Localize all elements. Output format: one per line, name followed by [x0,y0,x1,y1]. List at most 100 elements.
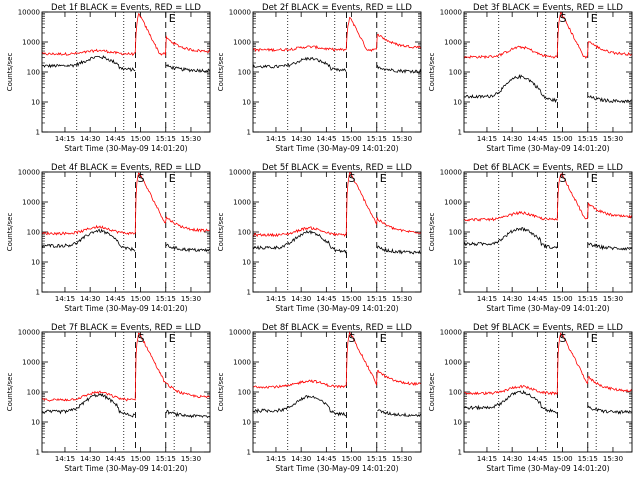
start-marker-label: S [138,332,145,345]
series-events [463,73,633,104]
y-tick-label: 100 [27,389,40,397]
x-axis-label: Start Time (30-May-09 14:01:20) [486,464,609,473]
y-tick-label: 1000 [233,359,251,367]
y-tick-label: 1 [458,129,462,137]
plot-frame [463,11,633,133]
y-tick-label: 1000 [22,359,40,367]
x-tick-label: 14:45 [527,135,547,143]
start-marker-label: S [560,12,567,25]
y-tick-label: 1 [247,449,251,457]
x-tick-label: 15:15 [578,135,598,143]
panel-det-2: Det 2f BLACK = Events, RED = LLD Counts/s… [217,3,422,153]
x-tick-label: 15:30 [603,295,623,303]
x-tick-label: 14:45 [105,135,125,143]
x-tick-label: 15:00 [341,295,361,303]
x-tick-label: 15:30 [181,135,201,143]
panel-det-1: Det 1f BLACK = Events, RED = LLD Counts/s… [6,3,211,153]
x-tick-label: 14:45 [316,295,336,303]
y-tick-label: 100 [449,69,462,77]
x-tick-label: 14:30 [80,455,100,463]
plot-frame [252,11,422,133]
end-marker-label: E [591,172,598,185]
y-tick-label: 10 [242,99,251,107]
x-axis-label: Start Time (30-May-09 14:01:20) [275,464,398,473]
y-tick-label: 10 [31,99,40,107]
x-tick-label: 15:15 [156,455,176,463]
y-tick-label: 10000 [18,169,40,177]
y-axis-label: Counts/sec [428,373,436,412]
y-axis-label: Counts/sec [6,53,14,92]
x-tick-label: 15:00 [552,455,572,463]
x-tick-label: 14:15 [55,455,75,463]
x-tick-label: 14:30 [80,135,100,143]
y-tick-label: 1000 [233,199,251,207]
y-tick-label: 1 [458,449,462,457]
end-marker-label: E [380,332,387,345]
start-marker-label: S [560,172,567,185]
x-axis-label: Start Time (30-May-09 14:01:20) [64,304,187,313]
x-tick-label: 15:30 [392,455,412,463]
series-events [463,226,633,251]
x-tick-label: 15:30 [603,135,623,143]
x-tick-label: 15:00 [552,135,572,143]
panel-title: Det 6f BLACK = Events, RED = LLD [473,163,623,173]
panel-det-5: Det 5f BLACK = Events, RED = LLD Counts/s… [217,163,422,313]
x-axis-label: Start Time (30-May-09 14:01:20) [275,144,398,153]
x-axis-label: Start Time (30-May-09 14:01:20) [275,304,398,313]
x-tick-label: 15:30 [603,455,623,463]
y-tick-label: 100 [449,389,462,397]
series-events [463,389,633,415]
y-axis-label: Counts/sec [217,373,225,412]
panel-det-4: Det 4f BLACK = Events, RED = LLD Counts/s… [6,163,211,313]
y-axis-label: Counts/sec [428,53,436,92]
start-marker-label: S [560,332,567,345]
y-axis-label: Counts/sec [217,53,225,92]
panel-det-7: Det 7f BLACK = Events, RED = LLD Counts/s… [6,323,211,473]
series-events [41,393,211,419]
x-tick-label: 15:30 [181,295,201,303]
panel-title: Det 4f BLACK = Events, RED = LLD [51,163,201,173]
x-axis-label: Start Time (30-May-09 14:01:20) [486,304,609,313]
y-tick-label: 10 [453,259,462,267]
x-tick-label: 14:30 [291,135,311,143]
y-tick-label: 1 [36,129,40,137]
series-events [252,229,422,255]
y-tick-label: 10 [31,259,40,267]
y-tick-label: 1000 [22,39,40,47]
end-marker-label: E [169,332,176,345]
x-tick-label: 14:15 [55,135,75,143]
panel-det-9: Det 9f BLACK = Events, RED = LLD Counts/s… [428,323,633,473]
start-marker-label: S [349,332,356,345]
x-tick-label: 14:45 [105,295,125,303]
series-lld [252,330,422,389]
x-tick-label: 15:15 [156,295,176,303]
x-tick-label: 14:15 [477,295,497,303]
plot-frame [463,331,633,453]
end-marker-label: E [169,172,176,185]
x-tick-label: 14:30 [291,295,311,303]
plot-frame [252,331,422,453]
x-tick-label: 15:15 [578,455,598,463]
y-tick-label: 1 [247,129,251,137]
x-tick-label: 14:15 [477,135,497,143]
panel-title: Det 1f BLACK = Events, RED = LLD [51,3,201,13]
panel-title: Det 7f BLACK = Events, RED = LLD [51,323,201,333]
x-tick-label: 14:45 [527,295,547,303]
series-events [41,228,211,253]
panel-det-8: Det 8f BLACK = Events, RED = LLD Counts/s… [217,323,422,473]
series-lld [463,173,633,222]
panel-title: Det 5f BLACK = Events, RED = LLD [262,163,412,173]
x-tick-label: 15:00 [341,135,361,143]
x-tick-label: 15:00 [130,455,150,463]
series-lld [252,16,422,53]
x-tick-label: 15:15 [156,135,176,143]
panel-title: Det 2f BLACK = Events, RED = LLD [262,3,412,13]
x-tick-label: 14:30 [291,455,311,463]
panel-title: Det 9f BLACK = Events, RED = LLD [473,323,623,333]
x-tick-label: 14:45 [316,135,336,143]
y-axis-label: Counts/sec [6,213,14,252]
y-tick-label: 1000 [444,39,462,47]
y-tick-label: 100 [27,229,40,237]
y-tick-label: 1000 [233,39,251,47]
x-axis-label: Start Time (30-May-09 14:01:20) [486,144,609,153]
